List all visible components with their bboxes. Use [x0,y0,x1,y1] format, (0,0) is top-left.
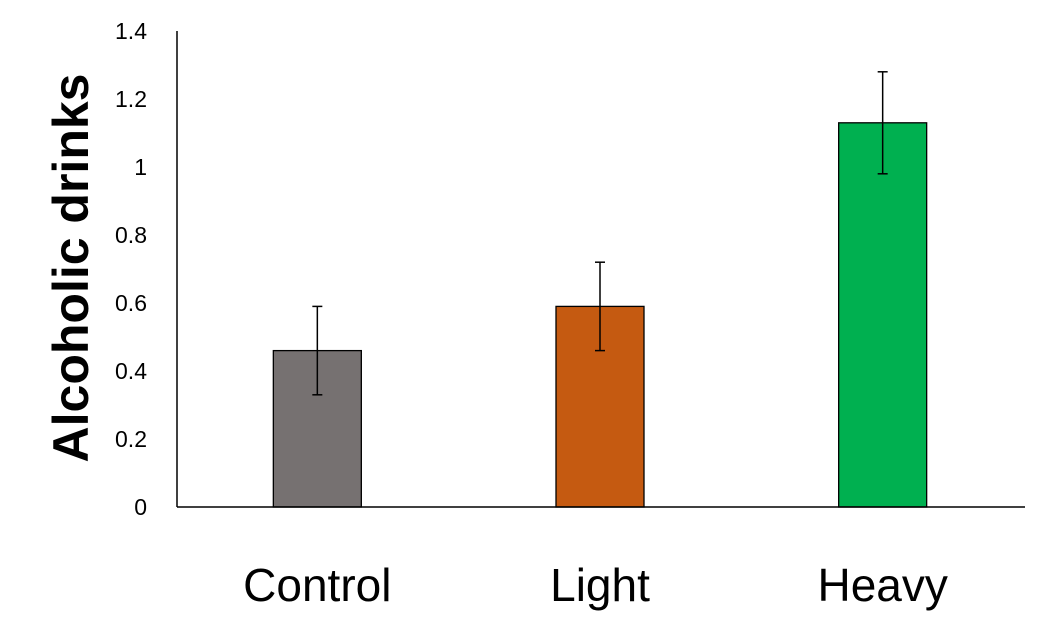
y-tick-label: 0.6 [115,290,147,316]
y-tick-label: 1.2 [115,86,147,112]
y-axis-label: Alcoholic drinks [43,74,99,463]
y-tick-label: 0.8 [115,222,147,248]
x-tick-label: Control [243,559,391,611]
bar-heavy [838,122,928,508]
error-bar-light [595,261,605,352]
y-tick-label: 1 [134,154,147,180]
x-tick-label: Heavy [817,559,947,611]
error-bar-heavy [877,71,888,175]
y-tick-label: 1.4 [115,18,147,44]
x-tick-label: Light [550,559,650,611]
y-tick-label: 0.4 [115,358,147,384]
y-tick-label: 0 [134,494,147,520]
y-tick-label: 0.2 [115,426,147,452]
error-bar-control [312,305,323,396]
